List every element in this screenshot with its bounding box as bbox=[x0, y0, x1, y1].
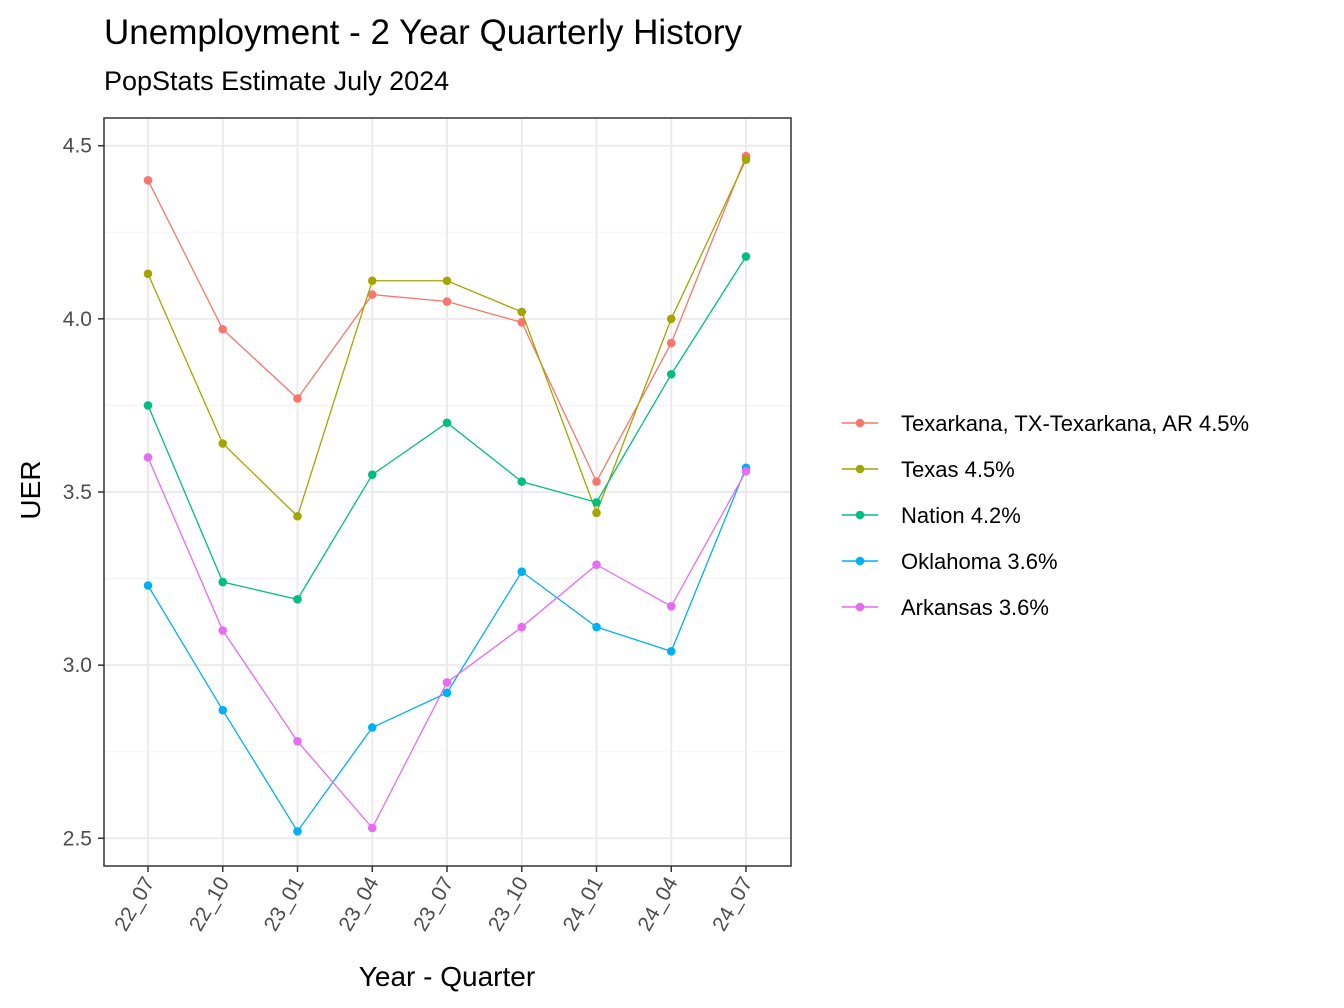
data-point bbox=[592, 498, 601, 507]
data-point bbox=[218, 324, 228, 334]
x-tick-label: 24_04 bbox=[633, 873, 682, 935]
legend-item: Nation 4.2% bbox=[842, 503, 1021, 528]
data-point bbox=[218, 577, 228, 587]
legend-label: Oklahoma 3.6% bbox=[901, 549, 1058, 574]
y-tick-label: 2.5 bbox=[63, 827, 92, 850]
y-axis: 2.5 3.0 3.5 4.0 4.5 bbox=[63, 135, 104, 850]
data-point bbox=[293, 737, 302, 746]
y-tick-label: 4.5 bbox=[63, 135, 92, 158]
data-point bbox=[143, 581, 153, 590]
y-tick-label: 4.0 bbox=[63, 308, 92, 331]
data-point bbox=[367, 276, 377, 286]
legend-item: Texas 4.5% bbox=[842, 457, 1015, 482]
data-point bbox=[293, 394, 302, 403]
data-point bbox=[517, 622, 527, 632]
chart-subtitle: PopStats Estimate July 2024 bbox=[104, 66, 449, 96]
x-tick-label: 23_04 bbox=[334, 873, 383, 935]
data-point bbox=[293, 595, 302, 604]
data-point bbox=[666, 369, 676, 379]
data-point bbox=[517, 318, 527, 327]
x-tick-label: 23_07 bbox=[409, 873, 458, 935]
data-point bbox=[741, 466, 751, 476]
legend-item: Oklahoma 3.6% bbox=[842, 549, 1058, 574]
legend-item: Texarkana, TX-Texarkana, AR 4.5% bbox=[842, 411, 1249, 436]
legend-key-point bbox=[855, 510, 865, 520]
data-point bbox=[517, 477, 527, 486]
data-point bbox=[517, 567, 527, 576]
series-1 bbox=[143, 155, 751, 521]
legend-label: Texarkana, TX-Texarkana, AR 4.5% bbox=[901, 411, 1249, 436]
x-tick-label: 23_01 bbox=[260, 873, 309, 935]
data-point bbox=[293, 511, 302, 521]
legend-label: Arkansas 3.6% bbox=[901, 595, 1049, 620]
data-point bbox=[592, 508, 601, 518]
data-point bbox=[666, 314, 676, 324]
grid-lines bbox=[104, 118, 791, 866]
data-point bbox=[367, 290, 377, 299]
x-tick-label: 22_10 bbox=[185, 873, 234, 935]
data-point bbox=[592, 477, 601, 486]
data-point bbox=[442, 276, 452, 286]
data-point bbox=[592, 622, 601, 632]
data-point bbox=[666, 601, 676, 611]
data-point bbox=[293, 827, 302, 836]
series-0 bbox=[143, 151, 751, 486]
x-axis: 22_07 22_10 23_01 23_04 23_07 23_10 24_01 24_04… bbox=[110, 866, 757, 935]
data-point bbox=[517, 307, 527, 317]
data-point bbox=[442, 418, 452, 428]
legend-label: Texas 4.5% bbox=[901, 457, 1015, 482]
y-tick-label: 3.5 bbox=[63, 481, 92, 504]
legend-key-point bbox=[855, 464, 865, 474]
data-point bbox=[367, 470, 377, 479]
series-2 bbox=[143, 252, 751, 604]
data-point bbox=[367, 723, 377, 732]
data-point bbox=[218, 705, 228, 715]
data-point bbox=[143, 176, 153, 185]
x-tick-label: 22_07 bbox=[110, 873, 159, 935]
series-4 bbox=[143, 453, 751, 833]
series-layer bbox=[143, 151, 751, 836]
legend-key-point bbox=[855, 602, 865, 612]
data-point bbox=[666, 646, 676, 656]
y-axis-title: UER bbox=[15, 460, 46, 519]
data-point bbox=[143, 453, 153, 462]
x-tick-label: 23_10 bbox=[484, 873, 533, 935]
legend: Texarkana, TX-Texarkana, AR 4.5% Texas 4.… bbox=[842, 411, 1249, 620]
data-point bbox=[741, 155, 751, 164]
x-tick-label: 24_01 bbox=[559, 873, 608, 935]
data-point bbox=[666, 338, 676, 348]
x-tick-label: 24_07 bbox=[708, 873, 757, 935]
data-point bbox=[143, 269, 153, 279]
legend-key-point bbox=[855, 418, 865, 428]
data-point bbox=[442, 297, 452, 306]
y-tick-label: 3.0 bbox=[63, 654, 92, 677]
legend-label: Nation 4.2% bbox=[901, 503, 1021, 528]
data-point bbox=[442, 688, 452, 698]
data-point bbox=[367, 823, 377, 833]
data-point bbox=[442, 678, 452, 687]
legend-key-point bbox=[855, 556, 865, 566]
data-point bbox=[592, 560, 601, 570]
x-axis-title: Year - Quarter bbox=[359, 961, 535, 992]
legend-item: Arkansas 3.6% bbox=[842, 595, 1049, 620]
data-point bbox=[218, 439, 228, 448]
data-point bbox=[741, 252, 751, 261]
data-point bbox=[218, 626, 228, 635]
chart-title: Unemployment - 2 Year Quarterly History bbox=[104, 13, 743, 52]
data-point bbox=[143, 401, 153, 410]
